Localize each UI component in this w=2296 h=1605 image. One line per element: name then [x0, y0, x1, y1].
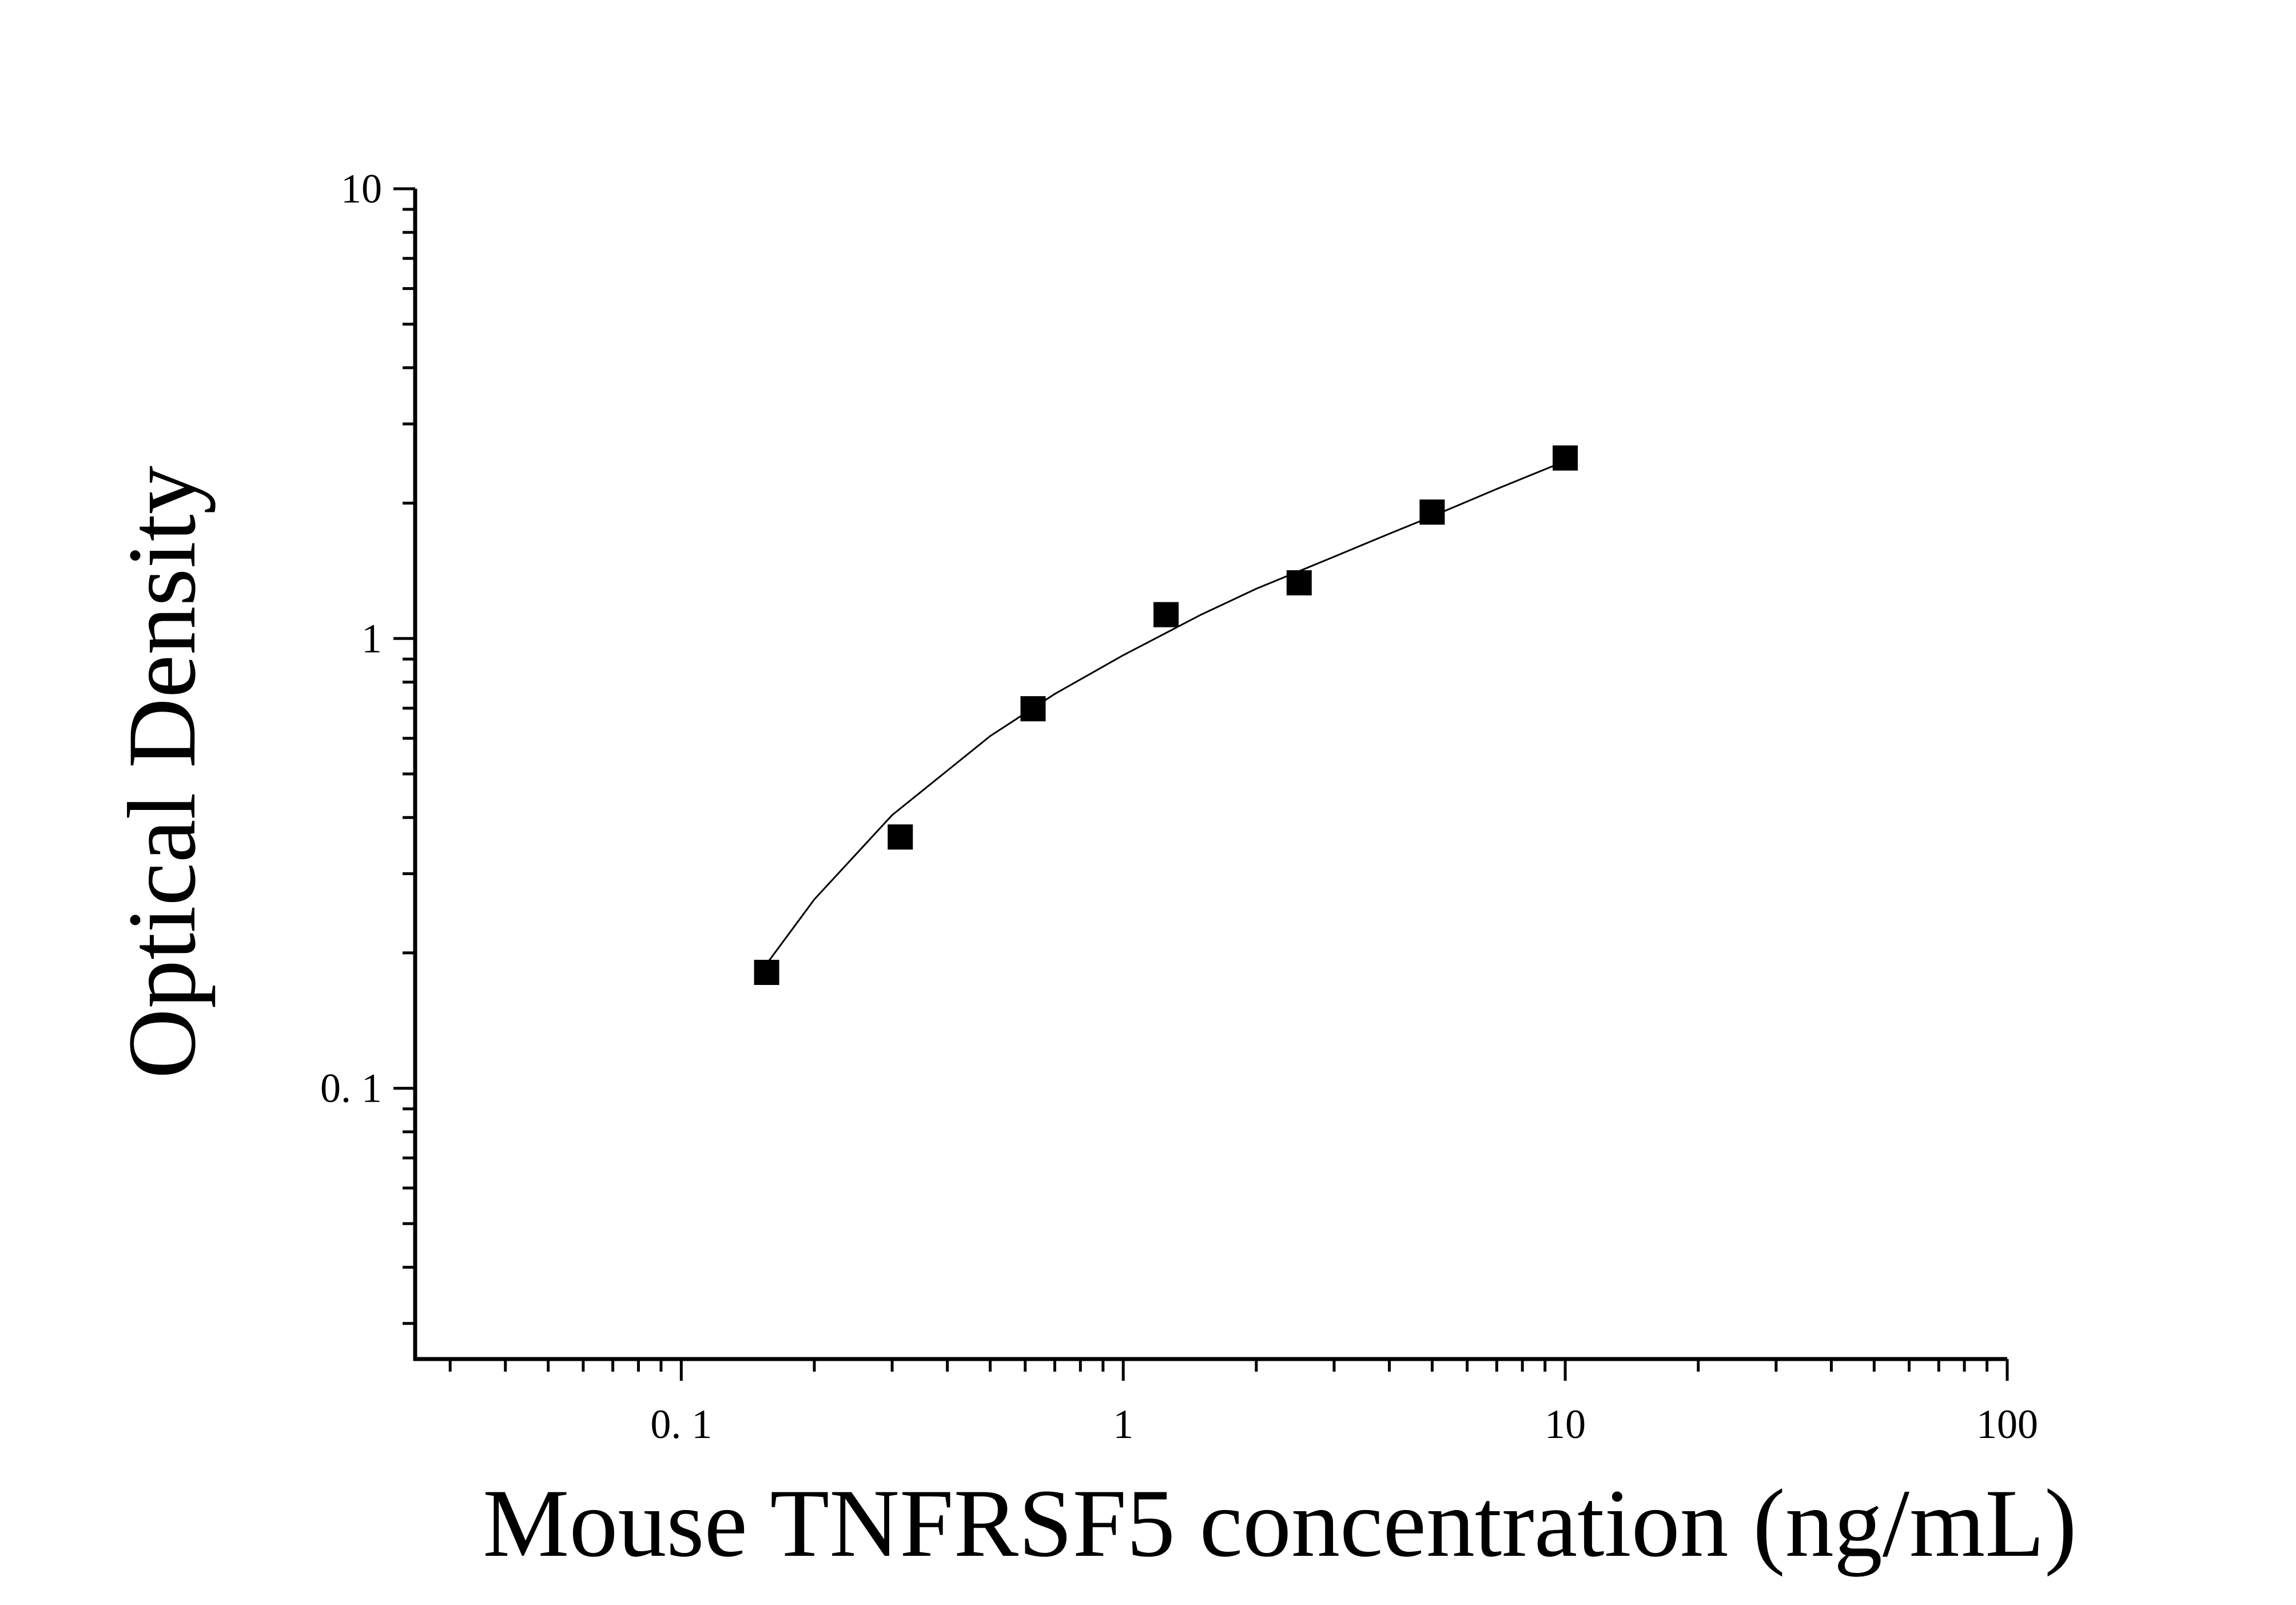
- tick-labels: 0. 1 1 10 100 0. 1 1 10: [320, 166, 2038, 1447]
- fit-curve: [766, 460, 1566, 965]
- y-tick-label: 1: [361, 615, 382, 661]
- data-point: [1020, 696, 1046, 722]
- y-tick-label: 0. 1: [320, 1066, 382, 1111]
- data-point: [754, 960, 779, 985]
- data-point: [1153, 602, 1179, 627]
- axes: [413, 189, 2007, 1361]
- ticks: [393, 187, 2009, 1381]
- y-tick-label: 10: [341, 166, 382, 212]
- x-axis-title: Mouse TNFRSF5 concentration (ng/mL): [483, 1469, 2077, 1577]
- data-point: [1419, 499, 1445, 525]
- data-points: [754, 445, 1578, 985]
- data-point: [1286, 570, 1312, 595]
- x-tick-label: 0. 1: [650, 1401, 712, 1447]
- data-point: [888, 824, 913, 850]
- x-tick-label: 100: [1976, 1401, 2038, 1447]
- y-axis-title: Optical Density: [108, 466, 216, 1079]
- data-point: [1553, 445, 1578, 471]
- x-tick-label: 10: [1545, 1401, 1586, 1447]
- x-tick-label: 1: [1113, 1401, 1133, 1447]
